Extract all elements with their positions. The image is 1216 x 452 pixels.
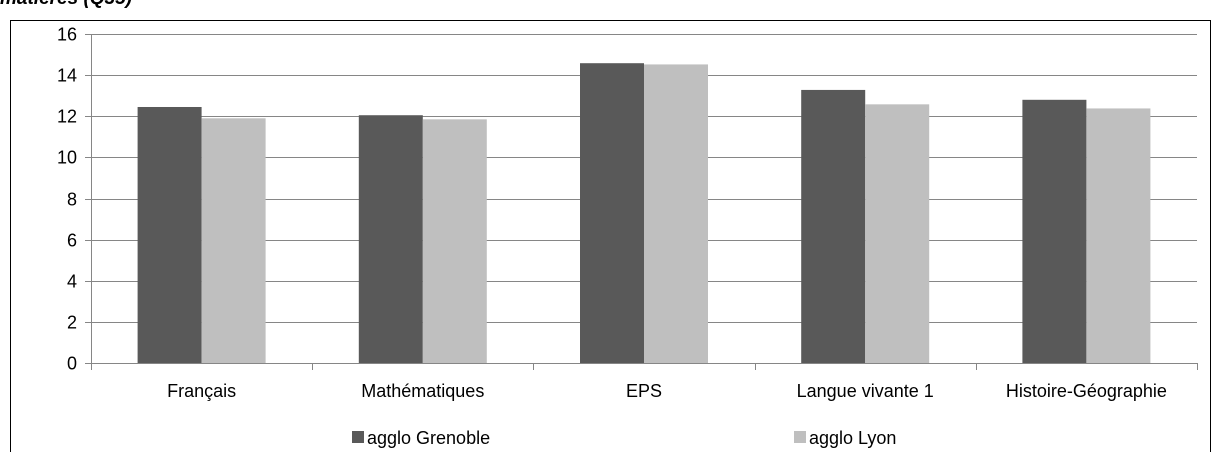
chart-caption: matières (Q35) (0, 0, 132, 10)
bar-grenoble (1022, 99, 1087, 364)
y-tick-label: 2 (67, 313, 77, 333)
bar-lyon (644, 64, 708, 364)
x-tick-label: Français (167, 381, 236, 401)
bar-grenoble (137, 106, 202, 363)
y-tick-label: 14 (57, 66, 77, 86)
bar-lyon (1086, 108, 1151, 363)
bar-grenoble (358, 115, 423, 363)
x-tick-label: Langue vivante 1 (797, 381, 934, 401)
tick-labels: 0 2 4 6 8 10 12 14 16 Français Mathématiques EPS Lan… (57, 25, 1167, 402)
x-tick-label: Histoire-Géographie (1006, 381, 1167, 401)
legend-swatch-lyon (794, 431, 806, 443)
y-tick-label: 8 (67, 190, 77, 210)
legend-label-grenoble: agglo Grenoble (367, 428, 490, 448)
legend: agglo Grenoble agglo Lyon (352, 428, 896, 448)
y-tick-label: 16 (57, 25, 77, 45)
x-tick-label: Mathématiques (361, 381, 484, 401)
legend-label-lyon: agglo Lyon (809, 428, 896, 448)
y-tick-label: 10 (57, 148, 77, 168)
y-tick-label: 6 (67, 231, 77, 251)
x-tick-label: EPS (626, 381, 662, 401)
bar-grenoble (580, 63, 644, 363)
legend-swatch-grenoble (352, 431, 364, 443)
bar-lyon (201, 118, 266, 364)
bars (137, 63, 1151, 364)
gridlines (91, 34, 1197, 323)
y-tick-label: 0 (67, 354, 77, 374)
axes (85, 34, 1198, 370)
y-tick-label: 4 (67, 272, 77, 292)
bar-lyon (422, 119, 487, 363)
bar-grenoble (801, 89, 866, 364)
bar-lyon (865, 104, 930, 363)
y-tick-label: 12 (57, 107, 77, 127)
chart-frame (10, 20, 1211, 452)
